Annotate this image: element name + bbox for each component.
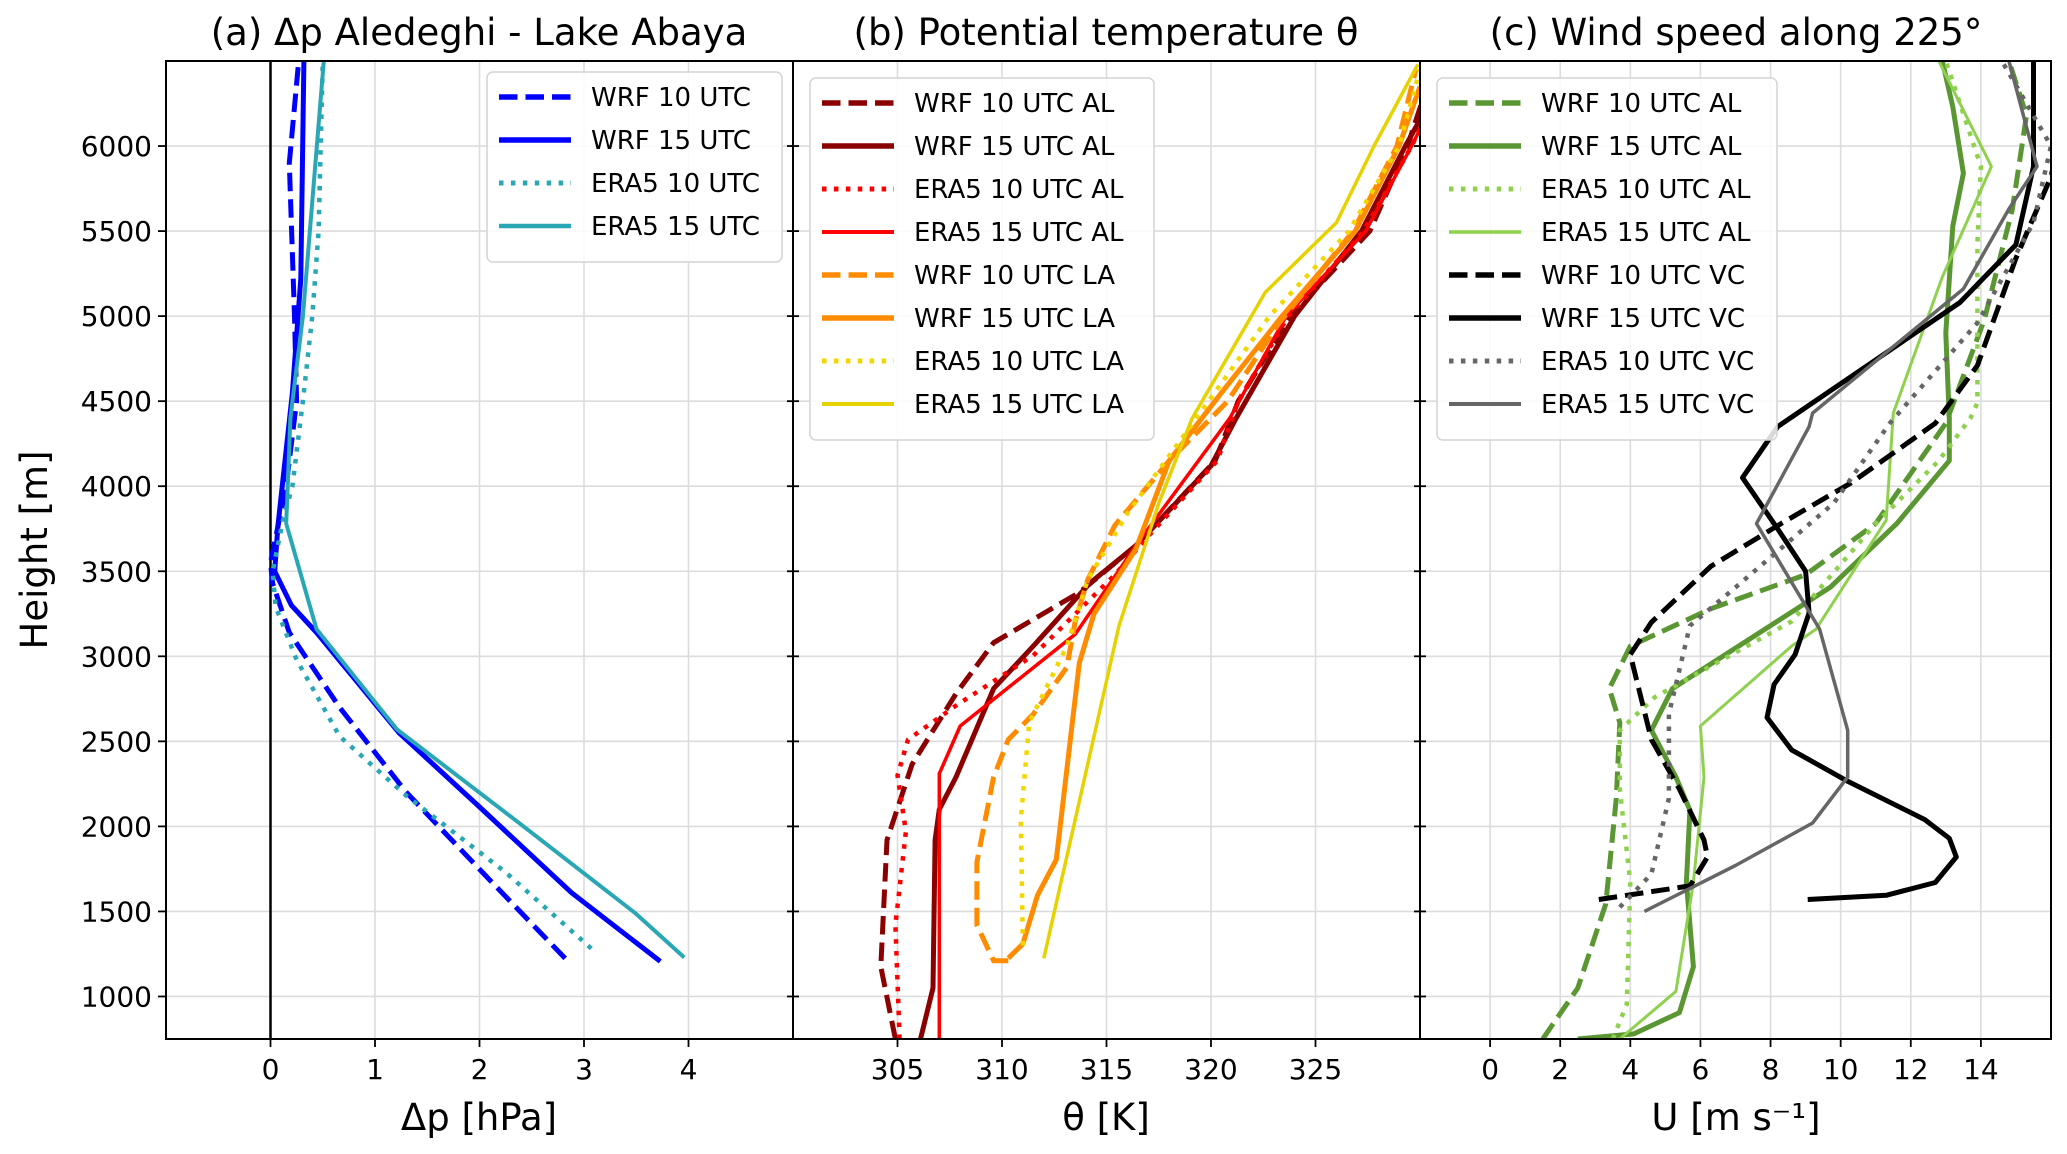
- legend-label: ERA5 15 UTC LA: [914, 390, 1124, 420]
- panel-c-frame: [1419, 60, 2052, 1040]
- x-tick-label: 305: [871, 1053, 924, 1086]
- x-tick-label: 1: [366, 1053, 384, 1086]
- legend-label: ERA5 15 UTC VC: [1541, 390, 1754, 420]
- series-line-era5-10-utc: [270, 61, 593, 951]
- x-tick-label: 2: [1551, 1053, 1569, 1086]
- y-tick-label: 1000: [81, 980, 152, 1013]
- panel-c-x-label: U [m s⁻¹]: [1651, 1096, 1820, 1139]
- legend-label: WRF 10 UTC AL: [1541, 89, 1742, 119]
- y-axis-label: Height [m]: [13, 451, 56, 650]
- legend-label: WRF 10 UTC AL: [914, 89, 1115, 119]
- y-tick-label: 2000: [81, 810, 152, 843]
- legend-label: ERA5 15 UTC: [591, 212, 760, 242]
- legend-label: WRF 10 UTC LA: [914, 261, 1115, 291]
- x-tick-label: 0: [262, 1053, 280, 1086]
- legend-label: WRF 15 UTC VC: [1541, 304, 1745, 334]
- y-tick-label: 5000: [81, 300, 152, 333]
- panel-c-legend: WRF 10 UTC AL WRF 15 UTC AL ERA5 10 UTC AL…: [1436, 77, 1778, 441]
- x-tick-label: 14: [1963, 1053, 1999, 1086]
- x-tick-label: 320: [1184, 1053, 1237, 1086]
- legend-label: WRF 15 UTC LA: [914, 304, 1115, 334]
- series-line-era5-15-utc-vc: [1643, 61, 2039, 913]
- legend-label: ERA5 10 UTC VC: [1541, 347, 1754, 377]
- series-line-era5-10-utc-vc: [1618, 61, 2051, 909]
- x-tick-label: 310: [975, 1053, 1028, 1086]
- legend-label: ERA5 10 UTC AL: [1541, 175, 1751, 205]
- series-line-era5-10-utc-la: [1018, 68, 1420, 946]
- legend-label: WRF 10 UTC: [591, 83, 751, 113]
- panel-b-title: (b) Potential temperature θ: [854, 11, 1359, 54]
- series-line-wrf-10-utc: [268, 61, 568, 961]
- series-line-era5-15-utc: [284, 61, 686, 959]
- x-tick-label: 4: [1621, 1053, 1639, 1086]
- x-tick-label: 10: [1823, 1053, 1859, 1086]
- x-tick-label: 4: [680, 1053, 698, 1086]
- y-tick-label: 4500: [81, 385, 152, 418]
- legend-label: WRF 15 UTC AL: [1541, 132, 1742, 162]
- x-tick-label: 2: [471, 1053, 489, 1086]
- series-line-wrf-15-utc-la: [1006, 85, 1420, 960]
- legend-label: WRF 15 UTC: [591, 126, 751, 156]
- x-tick-label: 12: [1893, 1053, 1929, 1086]
- panel-c: (c) Wind speed along 225° U [m s⁻¹] 0 2 4 6…: [1414, 11, 2052, 1139]
- panel-b: (b) Potential temperature θ θ [K] 305 310…: [787, 11, 1421, 1139]
- panel-a-series: [268, 61, 686, 964]
- series-line-wrf-15-utc-al: [1577, 61, 1966, 1039]
- panel-c-series: [1540, 61, 2051, 1039]
- series-line-era5-15-utc-al: [1618, 61, 1993, 1039]
- panel-a-x-label: Δp [hPa]: [401, 1096, 557, 1139]
- series-line-era5-15-utc-la: [1042, 63, 1420, 959]
- series-line-era5-10-utc-al: [893, 123, 1420, 1039]
- legend-box: [809, 77, 1155, 441]
- panel-a-title: (a) Δp Aledeghi - Lake Abaya: [211, 11, 748, 54]
- panel-a: (a) Δp Aledeghi - Lake Abaya Height [m] …: [13, 11, 794, 1139]
- legend-label: WRF 10 UTC VC: [1541, 261, 1745, 291]
- y-tick-label: 1500: [81, 895, 152, 928]
- legend-label: ERA5 10 UTC: [591, 169, 760, 199]
- y-tick-label: 3500: [81, 555, 152, 588]
- x-tick-label: 0: [1481, 1053, 1499, 1086]
- y-tick-label: 3000: [81, 640, 152, 673]
- legend-label: ERA5 10 UTC AL: [914, 175, 1124, 205]
- x-tick-label: 8: [1762, 1053, 1780, 1086]
- legend-box: [486, 71, 783, 263]
- x-tick-label: 325: [1289, 1053, 1342, 1086]
- panel-b-legend: WRF 10 UTC AL WRF 15 UTC AL ERA5 10 UTC AL…: [809, 77, 1155, 441]
- legend-label: WRF 15 UTC AL: [914, 132, 1115, 162]
- y-tick-label: 5500: [81, 215, 152, 248]
- legend-label: ERA5 15 UTC AL: [1541, 218, 1751, 248]
- series-line-wrf-15-utc-vc: [1740, 61, 2036, 902]
- legend-label: ERA5 15 UTC AL: [914, 218, 1124, 248]
- x-tick-label: 315: [1080, 1053, 1133, 1086]
- y-tick-label: 6000: [81, 130, 152, 163]
- legend-box: [1436, 77, 1778, 441]
- y-tick-label: 2500: [81, 725, 152, 758]
- x-tick-label: 6: [1692, 1053, 1710, 1086]
- panel-b-series: [878, 63, 1420, 1039]
- panel-b-x-label: θ [K]: [1062, 1096, 1150, 1139]
- y-tick-label: 4000: [81, 470, 152, 503]
- legend-label: ERA5 10 UTC LA: [914, 347, 1124, 377]
- x-tick-label: 3: [575, 1053, 593, 1086]
- panel-c-title: (c) Wind speed along 225°: [1490, 11, 1983, 54]
- panel-a-legend: WRF 10 UTC WRF 15 UTC ERA5 10 UTC ERA5 15 U…: [486, 71, 783, 263]
- series-line-wrf-15-utc: [272, 61, 662, 964]
